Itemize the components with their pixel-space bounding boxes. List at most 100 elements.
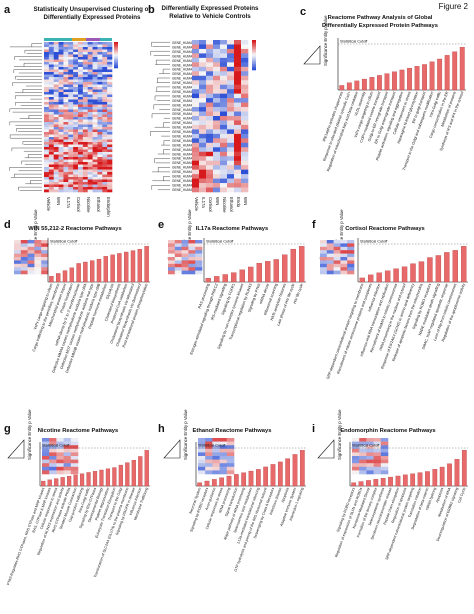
heatmap-cell bbox=[188, 243, 196, 248]
heatmap-cell bbox=[213, 71, 221, 77]
panel-d-ylabel: Significance Entity p Value bbox=[33, 209, 38, 260]
heatmap-cell bbox=[20, 246, 28, 251]
heatmap-cell bbox=[352, 441, 360, 446]
panel-e-bar bbox=[222, 274, 228, 283]
heatmap-cell bbox=[58, 67, 64, 70]
heatmap-cell bbox=[241, 84, 249, 90]
panel-a-column-label: Endorphin bbox=[106, 197, 111, 217]
heatmap-cell bbox=[199, 93, 207, 99]
heatmap-cell bbox=[87, 127, 93, 130]
colorbar-segment bbox=[114, 55, 118, 57]
heatmap-cell bbox=[58, 182, 64, 185]
heatmap-cell bbox=[352, 463, 360, 468]
heatmap-cell bbox=[63, 94, 69, 98]
heatmap-cell bbox=[87, 117, 93, 120]
heatmap-cell bbox=[63, 72, 69, 75]
heatmap-cell bbox=[53, 49, 59, 53]
heatmap-cell bbox=[53, 89, 59, 93]
heatmap-cell bbox=[181, 267, 189, 271]
heatmap-cell bbox=[102, 67, 108, 70]
heatmap-cell bbox=[53, 162, 59, 165]
heatmap-cell bbox=[102, 94, 108, 98]
heatmap-cell bbox=[68, 104, 74, 108]
heatmap-cell bbox=[87, 182, 93, 185]
heatmap-cell bbox=[63, 79, 69, 83]
heatmap-cell bbox=[87, 177, 93, 180]
heatmap-cell bbox=[87, 67, 93, 70]
heatmap-cell bbox=[87, 72, 93, 75]
heatmap-cell bbox=[70, 448, 79, 453]
heatmap-cell bbox=[326, 253, 334, 258]
heatmap-cell bbox=[212, 466, 220, 471]
heatmap-cell bbox=[219, 438, 228, 442]
heatmap-cell bbox=[347, 270, 355, 275]
heatmap-cell bbox=[58, 59, 64, 63]
heatmap-cell bbox=[219, 459, 228, 464]
heatmap-cell bbox=[107, 47, 113, 50]
heatmap-cell bbox=[53, 132, 59, 135]
heatmap-cell bbox=[78, 94, 84, 98]
colorbar-segment bbox=[252, 40, 256, 42]
heatmap-cell bbox=[68, 52, 74, 55]
heatmap-cell bbox=[53, 67, 59, 70]
heatmap-cell bbox=[192, 93, 200, 99]
heatmap-cell bbox=[226, 463, 235, 468]
heatmap-cell bbox=[227, 75, 235, 81]
heatmap-cell bbox=[44, 74, 50, 78]
heatmap-cell bbox=[63, 179, 69, 183]
heatmap-cell bbox=[73, 159, 79, 163]
heatmap-cell bbox=[373, 441, 382, 446]
heatmap-cell bbox=[373, 445, 382, 450]
heatmap-cell bbox=[48, 144, 55, 148]
panel-b-row-label: GENE_HUMAN bbox=[172, 86, 195, 90]
heatmap-cell bbox=[53, 177, 59, 180]
heatmap-cell bbox=[226, 459, 235, 464]
panel-e-bar bbox=[205, 278, 211, 283]
heatmap-cell bbox=[168, 246, 176, 251]
heatmap-cell bbox=[340, 243, 348, 248]
panel-a-column-label: Vehicle bbox=[46, 197, 51, 211]
heatmap-cell bbox=[206, 178, 214, 184]
panel-b-row-label: GENE_HUMAN bbox=[172, 63, 195, 67]
heatmap-cell bbox=[97, 127, 103, 130]
heatmap-cell bbox=[42, 441, 50, 446]
heatmap-cell bbox=[219, 452, 228, 457]
heatmap-cell bbox=[63, 459, 72, 464]
heatmap-cell bbox=[73, 189, 79, 193]
heatmap-cell bbox=[63, 445, 72, 450]
panel-f-bar bbox=[393, 268, 399, 283]
heatmap-cell bbox=[58, 137, 64, 140]
heatmap-cell bbox=[206, 89, 214, 94]
heatmap-cell bbox=[107, 119, 113, 123]
heatmap-cell bbox=[58, 122, 64, 125]
heatmap-cell bbox=[68, 72, 74, 75]
heatmap-cell bbox=[73, 104, 79, 108]
heatmap-cell bbox=[227, 156, 235, 162]
heatmap-cell bbox=[168, 257, 176, 261]
heatmap-cell bbox=[227, 124, 235, 130]
heatmap-cell bbox=[87, 154, 93, 158]
heatmap-cell bbox=[212, 452, 220, 457]
heatmap-cell bbox=[58, 49, 64, 53]
heatmap-cell bbox=[87, 152, 93, 155]
heatmap-cell bbox=[192, 174, 200, 179]
panel-h-bar bbox=[299, 450, 305, 487]
heatmap-cell bbox=[73, 67, 79, 70]
panel-c-title: Reactome Pathway Analysis of Global bbox=[328, 15, 433, 21]
heatmap-cell bbox=[82, 99, 89, 103]
panel-b-row-label: GENE_HUMAN bbox=[172, 157, 195, 161]
heatmap-cell bbox=[27, 260, 35, 265]
heatmap-cell bbox=[53, 72, 59, 75]
heatmap-cell bbox=[97, 69, 103, 73]
heatmap-cell bbox=[73, 179, 79, 183]
heatmap-cell bbox=[352, 456, 360, 460]
heatmap-cell bbox=[68, 84, 74, 88]
heatmap-cell bbox=[102, 154, 108, 158]
heatmap-cell bbox=[192, 147, 200, 153]
heatmap-cell bbox=[63, 102, 69, 105]
heatmap-cell bbox=[107, 44, 113, 48]
heatmap-cell bbox=[234, 174, 242, 179]
heatmap-cell bbox=[102, 57, 108, 60]
panel-g-bar bbox=[60, 477, 65, 487]
heatmap-cell bbox=[326, 243, 334, 248]
